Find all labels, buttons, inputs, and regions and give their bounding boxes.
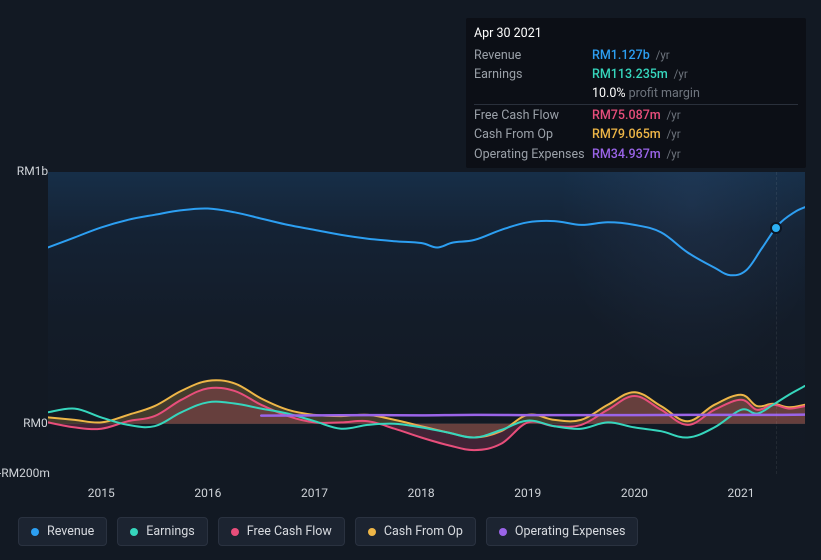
tooltip-value: RM75.087m — [592, 108, 661, 123]
tooltip-value: RM113.235m — [592, 67, 668, 82]
x-tick-label: 2017 — [301, 486, 328, 500]
tooltip-key: Earnings — [474, 66, 592, 85]
cursor-marker-line — [776, 172, 777, 474]
x-tick-label: 2016 — [194, 486, 221, 500]
revenue-line — [48, 207, 805, 275]
tooltip-key: Operating Expenses — [474, 145, 592, 164]
legend-label: Free Cash Flow — [247, 524, 332, 539]
x-tick-label: 2020 — [621, 486, 648, 500]
x-axis-labels: 2015 2016 2017 2018 2019 2020 2021 — [48, 480, 805, 500]
chart-tooltip: Apr 30 2021 RevenueRM1.127b /yrEarningsR… — [466, 18, 806, 168]
tooltip-date: Apr 30 2021 — [474, 24, 798, 46]
tooltip-table: RevenueRM1.127b /yrEarningsRM113.235m /y… — [474, 46, 798, 164]
x-tick-label: 2015 — [88, 486, 115, 500]
y-tick-label: RM1b — [17, 164, 48, 178]
legend-label: Earnings — [146, 524, 194, 539]
opex-line — [261, 415, 805, 416]
legend-dot — [499, 528, 507, 536]
legend-label: Revenue — [47, 524, 94, 539]
legend: Revenue Earnings Free Cash Flow Cash From O… — [18, 517, 638, 546]
fcf-area — [48, 388, 805, 450]
tooltip-value: RM79.065m — [592, 127, 661, 142]
tooltip-value: RM1.127b — [592, 48, 650, 63]
legend-item[interactable]: Cash From Op — [355, 517, 476, 546]
legend-label: Operating Expenses — [515, 524, 626, 539]
legend-label: Cash From Op — [384, 524, 463, 539]
y-tick-label: RM0 — [23, 416, 48, 430]
legend-item[interactable]: Free Cash Flow — [218, 517, 345, 546]
tooltip-value: RM34.937m — [592, 147, 661, 162]
tooltip-key: Free Cash Flow — [474, 105, 592, 126]
legend-item[interactable]: Earnings — [117, 517, 207, 546]
legend-item[interactable]: Revenue — [18, 517, 107, 546]
plot-svg — [48, 172, 805, 474]
x-tick-label: 2019 — [514, 486, 541, 500]
x-tick-label: 2018 — [408, 486, 435, 500]
legend-dot — [31, 528, 39, 536]
cursor-dot — [770, 222, 782, 234]
plot-area[interactable] — [48, 172, 805, 474]
y-tick-label: -RM200m — [0, 466, 50, 480]
legend-dot — [130, 528, 138, 536]
chart-screenshot: Apr 30 2021 RevenueRM1.127b /yrEarningsR… — [0, 0, 821, 560]
tooltip-key: Cash From Op — [474, 126, 592, 145]
tooltip-key: Revenue — [474, 46, 592, 65]
x-tick-label: 2021 — [728, 486, 755, 500]
legend-dot — [368, 528, 376, 536]
legend-dot — [231, 528, 239, 536]
legend-item[interactable]: Operating Expenses — [486, 517, 639, 546]
